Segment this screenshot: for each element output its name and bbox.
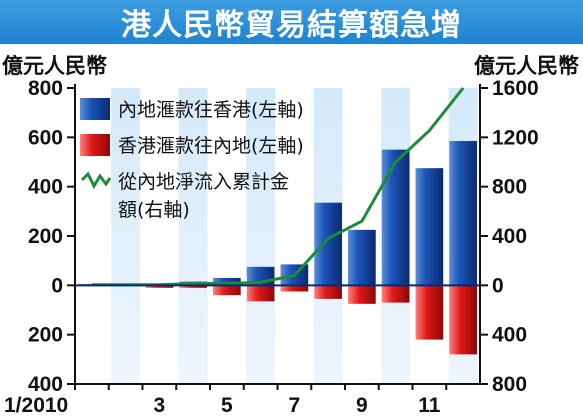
x-tick-label: 11 <box>418 394 441 417</box>
bar-inflow <box>381 149 410 286</box>
bar-inflow <box>415 168 444 286</box>
left-tick-label: 0 <box>51 274 63 297</box>
x-tick-label: 9 <box>356 394 368 417</box>
legend: 內地滙款往香港(左軸) 香港滙款往內地(左軸) 從內地淨流入累計金 額(右軸) <box>80 98 304 221</box>
legend-label-cumulative-line2: 額(右軸) <box>118 199 190 221</box>
legend-swatch-inflow <box>80 98 110 120</box>
right-tick-label: 1200 <box>492 126 539 149</box>
bar-outflow <box>381 285 410 303</box>
shade-strip <box>246 88 276 384</box>
shade-strip <box>111 88 141 384</box>
bar-inflow <box>213 277 241 286</box>
left-tick-label: 400 <box>28 373 63 396</box>
bar-inflow <box>314 202 342 286</box>
legend-swatch-cumulative <box>80 171 112 190</box>
bar-outflow <box>213 285 241 296</box>
legend-label-outflow: 香港滙款往內地(左軸) <box>118 135 304 157</box>
left-axis-unit: 億元人民幣 <box>2 54 107 78</box>
title-bar: 港人民幣貿易結算額急增 <box>0 0 583 44</box>
legend-label-cumulative: 從內地淨流入累計金 <box>118 171 289 193</box>
right-tick-label: 800 <box>492 373 527 396</box>
right-tick-label: 400 <box>492 225 527 248</box>
chart-title: 港人民幣貿易結算額急增 <box>121 8 462 43</box>
x-tick-label: 5 <box>221 394 233 417</box>
left-tick-label: 200 <box>28 225 63 248</box>
bar-outflow <box>348 285 376 304</box>
bar-inflow <box>348 229 376 286</box>
bar-inflow <box>449 141 477 286</box>
bar-outflow <box>415 285 444 340</box>
x-tick-label: 1/2010 <box>4 394 68 417</box>
x-tick-label: 7 <box>289 394 301 417</box>
legend-label-inflow: 內地滙款往香港(左軸) <box>118 99 304 121</box>
bar-outflow <box>314 285 342 299</box>
left-tick-label: 800 <box>28 77 63 100</box>
x-tick-label: 3 <box>154 394 166 417</box>
right-tick-label: 400 <box>492 324 527 347</box>
bar-outflow <box>246 285 275 302</box>
shade-strip <box>178 88 208 384</box>
bar-outflow <box>179 285 207 288</box>
right-tick-label: 0 <box>492 274 504 297</box>
left-tick-label: 200 <box>28 324 63 347</box>
right-axis-unit: 億元人民幣 <box>474 54 579 78</box>
bar-outflow <box>449 285 477 355</box>
legend-swatch-outflow <box>80 134 110 156</box>
bar-outflow <box>280 285 309 292</box>
right-tick-label: 800 <box>492 176 527 199</box>
left-tick-label: 600 <box>28 126 63 149</box>
bar-outflow <box>145 285 174 288</box>
left-tick-label: 400 <box>28 176 63 199</box>
right-tick-label: 1600 <box>492 77 539 100</box>
